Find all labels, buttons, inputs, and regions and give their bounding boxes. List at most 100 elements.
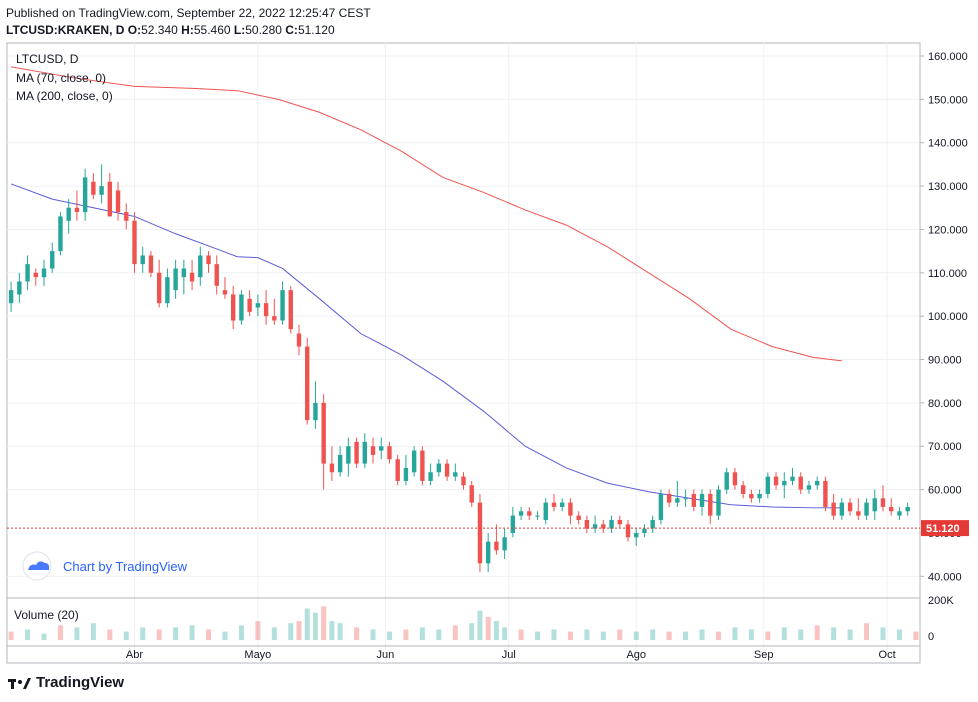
- price-tick-label: 70.000: [928, 441, 962, 453]
- candle-body: [272, 316, 277, 321]
- candle-body: [321, 402, 326, 464]
- candle-body: [354, 441, 359, 464]
- time-tick-label: Oct: [879, 649, 896, 661]
- candle-body: [436, 463, 442, 473]
- watermark-text[interactable]: Chart by TradingView: [63, 559, 188, 574]
- candle-body: [124, 212, 129, 221]
- volume-bar: [485, 616, 491, 640]
- volume-tick-label: 200K: [928, 595, 954, 607]
- volume-bar: [633, 631, 639, 640]
- candle-body: [362, 441, 367, 464]
- candle-body: [732, 472, 738, 486]
- candle-body: [527, 511, 532, 516]
- volume-bar: [493, 621, 499, 640]
- volume-bar: [156, 629, 162, 640]
- candle-body: [263, 303, 269, 317]
- volume-bar: [732, 627, 738, 640]
- candle-body: [510, 515, 516, 533]
- legend-ma70: MA (70, close, 0): [16, 71, 106, 85]
- candle-body: [757, 493, 762, 499]
- tradingview-logo-icon: [8, 677, 31, 689]
- candle-body: [181, 268, 187, 278]
- candle-body: [198, 255, 203, 278]
- candle-body: [33, 272, 38, 278]
- candle-body: [461, 476, 466, 486]
- candle-body: [58, 216, 63, 252]
- chart-frame: [6, 42, 921, 664]
- candle-body: [814, 480, 820, 486]
- candle-body: [25, 264, 30, 282]
- candle-body: [856, 511, 861, 516]
- volume-bar: [715, 631, 721, 640]
- footer-logo[interactable]: TradingView: [8, 674, 124, 691]
- time-tick-label: Abr: [126, 649, 143, 661]
- volume-bar: [238, 625, 244, 640]
- legend-symbol: LTCUSD, D: [16, 52, 79, 66]
- candle-body: [82, 177, 88, 213]
- candle-body: [675, 498, 680, 503]
- volume-bar: [436, 629, 442, 640]
- volume-bar: [107, 629, 113, 640]
- candle-body: [823, 480, 828, 507]
- legend-ma200: MA (200, close, 0): [16, 89, 113, 103]
- volume-bar: [419, 627, 425, 640]
- volume-bar: [666, 631, 672, 640]
- volume-tick-label: 0: [928, 631, 934, 643]
- volume-bar: [535, 631, 541, 640]
- volume-bar: [370, 629, 376, 640]
- volume-bar: [913, 631, 919, 640]
- candle-body: [91, 181, 96, 195]
- candle-body: [469, 485, 474, 503]
- candle-body: [798, 476, 803, 490]
- price-tick-label: 150.000: [928, 94, 968, 106]
- candle-body: [346, 446, 351, 464]
- volume-bar: [469, 623, 475, 640]
- volume-bar: [403, 629, 409, 640]
- volume-bar: [41, 633, 47, 640]
- candle-body: [370, 446, 376, 455]
- candle-body: [634, 532, 639, 538]
- candle-body: [247, 298, 252, 312]
- volume-bar: [650, 629, 656, 640]
- time-tick-label: Mayo: [244, 649, 271, 661]
- volume-bar: [189, 625, 195, 640]
- candle-body: [839, 502, 845, 516]
- candle-body: [773, 476, 779, 486]
- candle-body: [305, 346, 310, 421]
- candle-body: [740, 485, 746, 494]
- candle-body: [782, 480, 787, 486]
- candle-body: [165, 277, 170, 304]
- ohlc-readout: LTCUSD:KRAKEN, D O:52.340 H:55.460 L:50.…: [6, 23, 335, 37]
- candle-body: [831, 502, 836, 516]
- volume-bar: [765, 631, 771, 640]
- candle-body: [17, 281, 22, 295]
- candle-body: [420, 450, 425, 481]
- volume-bar: [831, 627, 837, 640]
- price-tick-label: 110.000: [928, 268, 967, 280]
- volume-bar: [781, 627, 787, 640]
- candle-body: [41, 268, 47, 278]
- volume-bar: [880, 627, 886, 640]
- volume-bar: [699, 629, 705, 640]
- volume-bar: [8, 631, 14, 640]
- legend-volume: Volume (20): [14, 608, 79, 622]
- candle-body: [864, 502, 869, 516]
- volume-bar: [90, 623, 96, 640]
- volume-bar: [386, 631, 392, 640]
- candle-body: [395, 459, 400, 481]
- price-tick-label: 120.000: [928, 224, 968, 236]
- volume-bar: [354, 627, 360, 640]
- tradingview-watermark[interactable]: Chart by TradingView: [22, 551, 188, 581]
- candle-body: [650, 519, 655, 529]
- candle-body: [428, 472, 433, 481]
- volume-bar: [617, 629, 623, 640]
- candle-body: [313, 402, 318, 421]
- candle-body: [296, 333, 302, 347]
- candle-body: [625, 524, 631, 538]
- volume-bar: [567, 631, 573, 640]
- candle-body: [156, 272, 162, 304]
- candle-body: [288, 290, 293, 330]
- volume-bar: [288, 623, 294, 640]
- low-label: L:: [233, 23, 246, 37]
